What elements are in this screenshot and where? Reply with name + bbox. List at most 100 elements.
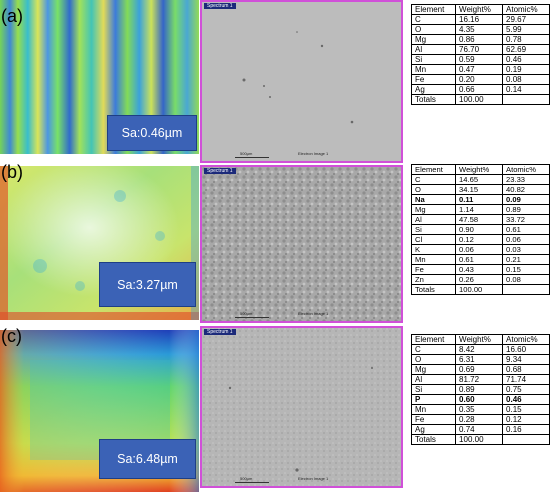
table-header: Element Weight% Atomic% [410, 164, 550, 175]
table-cell: 0.86 [455, 34, 504, 45]
table-cell: 0.89 [502, 204, 550, 215]
table-cell: 0.78 [502, 34, 550, 45]
table-row: C 8.42 16.60 [410, 344, 550, 355]
table-cell: 0.09 [502, 194, 550, 205]
panel-label-b: (b) [1, 162, 23, 182]
scale-label-c: 500µm [240, 476, 253, 481]
table-cell: 0.28 [455, 414, 504, 425]
table-cell: 34.15 [455, 184, 504, 195]
table-row: C 14.65 23.33 [410, 174, 550, 185]
sem-texture-a [202, 2, 401, 161]
table-cell: 14.65 [455, 174, 504, 185]
table-cell: 0.69 [455, 364, 504, 375]
table-cell [502, 434, 550, 445]
spectrum-label-a: Spectrum 1 [204, 3, 236, 9]
table-cell: Cl [410, 234, 457, 245]
table-cell: 0.14 [502, 84, 550, 95]
table-cell: 0.75 [502, 384, 550, 395]
table-row: Si 0.89 0.75 [410, 384, 550, 395]
table-cell: P [410, 394, 457, 405]
table-cell: 0.08 [502, 74, 550, 85]
table-cell: Si [410, 54, 457, 65]
sem-image-a: Spectrum 1 500µm Electron Image 1 [200, 0, 403, 163]
table-cell: 0.20 [455, 74, 504, 85]
panel-label-c: (c) [1, 326, 22, 346]
table-row: Mg 1.14 0.89 [410, 204, 550, 215]
table-cell: Fe [410, 414, 457, 425]
table-cell: 0.12 [502, 414, 550, 425]
table-row: Si 0.59 0.46 [410, 54, 550, 65]
table-cell: K [410, 244, 457, 255]
table-row: Zn 0.26 0.08 [410, 274, 550, 285]
eds-table-c: Element Weight% Atomic% C 8.42 16.60 O 6.31 9.… [410, 334, 550, 445]
table-cell: Mg [410, 34, 457, 45]
table-cell: 0.61 [502, 224, 550, 235]
table-row: Na 0.11 0.09 [410, 194, 550, 205]
table-row: Al 81.72 71.74 [410, 374, 550, 385]
table-cell: 4.35 [455, 24, 504, 35]
table-cell: 0.47 [455, 64, 504, 75]
table-cell: Weight% [455, 334, 504, 345]
topography-map-a [0, 0, 199, 154]
table-row: P 0.60 0.46 [410, 394, 550, 405]
scale-bar-c [235, 482, 269, 483]
table-cell: Element [410, 4, 457, 15]
table-cell: 0.89 [455, 384, 504, 395]
table-row: Al 47.58 33.72 [410, 214, 550, 225]
table-cell: 0.12 [455, 234, 504, 245]
table-cell: 0.61 [455, 254, 504, 265]
spectrum-label-b: Spectrum 1 [204, 168, 236, 174]
table-row: Ag 0.66 0.14 [410, 84, 550, 95]
table-cell: Ag [410, 84, 457, 95]
table-cell: 0.11 [455, 194, 504, 205]
table-row: Fe 0.43 0.15 [410, 264, 550, 275]
sem-image-b: Spectrum 1 500µm Electron Image 1 [200, 165, 403, 323]
table-cell: 100.00 [455, 94, 504, 105]
table-cell: 0.46 [502, 54, 550, 65]
table-cell: 33.72 [502, 214, 550, 225]
table-cell: 16.16 [455, 14, 504, 25]
table-cell: Element [410, 164, 457, 175]
table-cell: Atomic% [502, 164, 550, 175]
table-cell: 0.19 [502, 64, 550, 75]
table-cell: 100.00 [455, 284, 504, 295]
table-cell: 0.60 [455, 394, 504, 405]
table-cell: O [410, 184, 457, 195]
sa-value-a: Sa:0.46µm [107, 115, 197, 151]
table-cell: 0.15 [502, 264, 550, 275]
table-cell: 0.16 [502, 424, 550, 435]
table-row: Mn 0.35 0.15 [410, 404, 550, 415]
table-row: Fe 0.20 0.08 [410, 74, 550, 85]
table-cell: O [410, 24, 457, 35]
table-cell: 0.68 [502, 364, 550, 375]
table-cell: 0.90 [455, 224, 504, 235]
table-cell: 71.74 [502, 374, 550, 385]
eds-table-a: Element Weight% Atomic% C 16.16 29.67 O 4.3… [410, 4, 550, 105]
eds-table-b: Element Weight% Atomic% C 14.65 23.33 O 34.15… [410, 164, 550, 295]
table-cell: 47.58 [455, 214, 504, 225]
scale-label-a: 500µm [240, 151, 253, 156]
table-cell: Al [410, 374, 457, 385]
table-row: Totals 100.00 [410, 284, 550, 295]
table-cell: 0.21 [502, 254, 550, 265]
table-cell: Totals [410, 284, 457, 295]
table-row: Totals 100.00 [410, 434, 550, 445]
table-row: O 4.35 5.99 [410, 24, 550, 35]
table-cell: Element [410, 334, 457, 345]
table-row: Mn 0.47 0.19 [410, 64, 550, 75]
table-cell: Atomic% [502, 4, 550, 15]
table-cell: 5.99 [502, 24, 550, 35]
table-cell: Mn [410, 404, 457, 415]
table-cell: Al [410, 44, 457, 55]
table-cell: 0.66 [455, 84, 504, 95]
table-cell: 0.15 [502, 404, 550, 415]
table-cell: Si [410, 384, 457, 395]
sa-value-b: Sa:3.27µm [99, 262, 196, 307]
sem-texture-b [202, 167, 401, 321]
table-cell: 23.33 [502, 174, 550, 185]
table-cell: Ag [410, 424, 457, 435]
table-cell: 0.43 [455, 264, 504, 275]
table-cell: 0.06 [455, 244, 504, 255]
table-cell: C [410, 344, 457, 355]
table-cell: 0.46 [502, 394, 550, 405]
